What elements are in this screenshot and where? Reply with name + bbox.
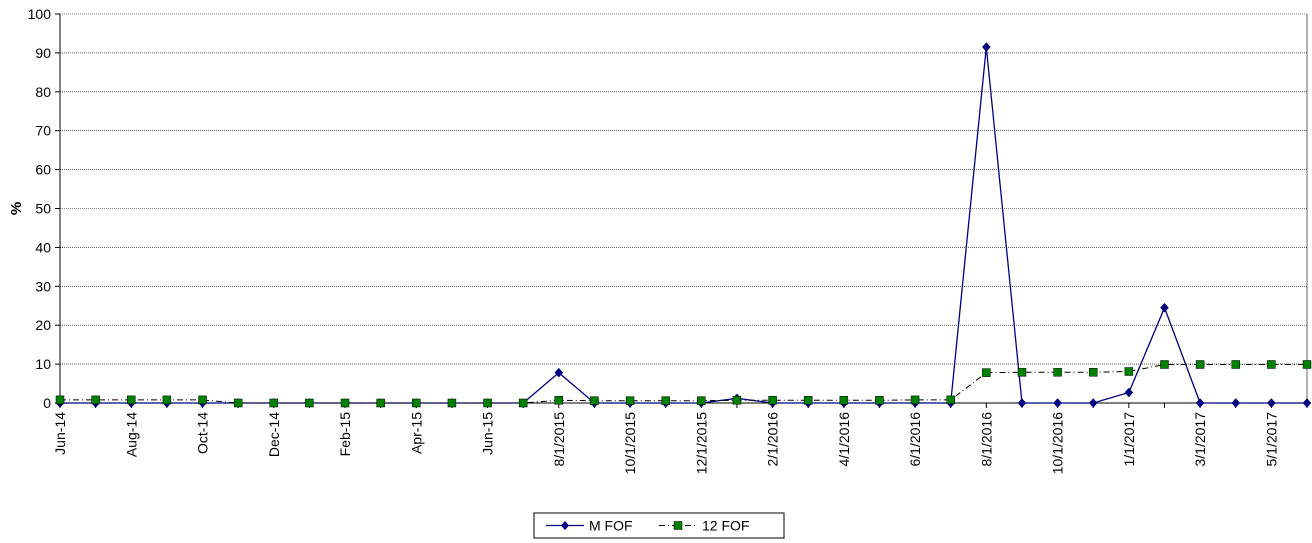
x-tick-label: 10/1/2015 [622,412,638,474]
data-point-square [91,395,100,405]
data-point-square [768,396,777,405]
x-tick-label: 4/1/2016 [836,412,852,467]
data-point-diamond [1088,398,1098,408]
data-point-square [233,398,243,408]
y-tick-label: 20 [35,317,51,333]
data-point-square [625,396,635,405]
data-point-square [732,396,742,405]
data-point-diamond [1124,387,1134,398]
data-point-square [55,395,65,405]
x-tick-label: Apr-15 [408,412,424,454]
data-point-square [1302,360,1312,369]
data-point-square [803,396,813,405]
data-point-square [1017,368,1027,377]
data-point-square [875,396,884,405]
y-tick-label: 70 [35,123,51,139]
data-point-square [1124,367,1134,376]
x-tick-label: 12/1/2015 [693,412,709,474]
data-point-square [1231,360,1240,369]
x-tick-label: Oct-14 [195,412,211,454]
y-tick-label: 100 [28,6,52,22]
data-point-square [910,395,920,405]
data-point-square [697,396,706,405]
data-point-square [839,396,849,405]
data-point-square [340,398,350,408]
data-point-diamond [1160,302,1169,313]
legend-marker-diamond [561,521,569,530]
x-tick-label: 2/1/2016 [765,412,781,467]
y-tick-label: 90 [35,45,51,61]
data-point-square [412,398,421,408]
y-axis-title: % [8,202,25,215]
y-tick-label: 60 [35,162,51,178]
x-tick-label: 1/1/2017 [1121,412,1137,467]
y-axis-ticks: 0 10 20 30 40 50 60 70 80 90 100 [28,6,60,411]
data-point-diamond [1302,398,1312,408]
x-tick-label: Jun-15 [480,412,496,455]
data-point-square [1160,360,1169,369]
data-point-square [269,398,279,408]
legend: M FOF 12 FOF [533,512,785,539]
series-line-1 [60,47,1307,404]
y-tick-label: 30 [35,278,51,294]
data-point-square [447,398,457,408]
data-point-square [554,396,564,405]
data-point-square [1053,368,1062,377]
data-point-diamond [1195,398,1205,408]
data-point-square [1267,360,1276,369]
data-point-square [982,368,991,377]
legend-label-12-fof: 12 FOF [702,518,749,534]
x-tick-label: 8/1/2015 [551,412,567,467]
data-point-diamond [1231,398,1241,408]
x-tick-label: Feb-15 [337,412,353,457]
data-point-square [198,395,207,405]
x-tick-label: Dec-14 [266,412,282,457]
x-tick-label: Jun-14 [52,412,68,455]
data-point-square [305,398,314,408]
series-group [55,42,1312,408]
legend-marker-square [673,521,683,530]
data-point-diamond [1017,398,1027,408]
x-tick-label: 10/1/2016 [1050,412,1066,474]
data-point-square [661,396,670,405]
x-tick-label: Aug-14 [123,412,139,457]
y-tick-label: 80 [35,84,51,100]
legend-label-m-fof: M FOF [589,518,633,534]
x-tick-label: 5/1/2017 [1263,412,1279,467]
data-point-square [946,395,955,405]
y-tick-label: 0 [43,395,51,411]
series-line-2 [60,364,1307,404]
data-point-diamond [1053,398,1062,408]
data-point-square [162,395,172,405]
data-point-square [1195,360,1205,369]
data-point-square [483,398,492,408]
data-point-diamond [982,42,991,52]
data-point-diamond [554,367,564,378]
x-tick-label: 8/1/2016 [978,412,994,467]
data-point-square [376,398,385,408]
x-tick-label: 3/1/2017 [1192,412,1208,467]
y-tick-label: 10 [35,356,51,372]
x-tick-label: 6/1/2016 [907,412,923,467]
data-point-diamond [1267,398,1276,408]
x-axis-ticks: Jun-14 Aug-14 Oct-14 Dec-14 Feb-15 Apr-15 Jun-… [52,403,1308,474]
grid-lines [60,13,1307,365]
data-point-square [518,398,528,408]
y-tick-label: 40 [35,239,51,255]
y-tick-label: 50 [35,201,51,217]
data-point-square [590,396,599,405]
axes [59,14,1308,404]
data-point-square [1088,368,1098,377]
data-point-square [127,395,136,405]
